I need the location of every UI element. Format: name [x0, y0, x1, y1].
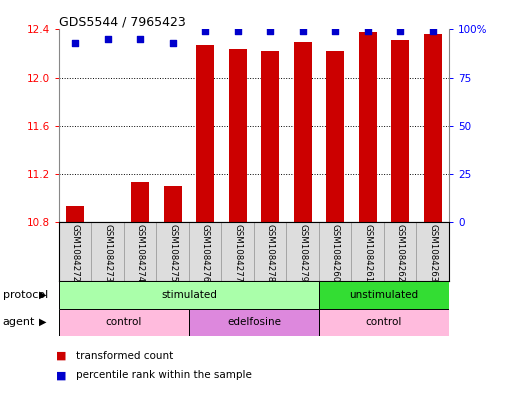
- Bar: [319, 222, 351, 281]
- Bar: [319, 281, 449, 309]
- Text: control: control: [106, 317, 142, 327]
- Bar: [424, 34, 442, 222]
- Text: ▶: ▶: [39, 290, 46, 300]
- Point: [104, 36, 112, 42]
- Text: GSM1084277: GSM1084277: [233, 224, 242, 282]
- Point: [266, 28, 274, 35]
- Point: [136, 36, 144, 42]
- Bar: [359, 32, 377, 222]
- Text: edelfosine: edelfosine: [227, 317, 281, 327]
- Bar: [124, 222, 156, 281]
- Point: [428, 28, 437, 35]
- Text: GSM1084273: GSM1084273: [103, 224, 112, 282]
- Point: [233, 28, 242, 35]
- Point: [201, 28, 209, 35]
- Point: [299, 28, 307, 35]
- Text: GSM1084274: GSM1084274: [136, 224, 145, 282]
- Bar: [417, 222, 449, 281]
- Text: GSM1084279: GSM1084279: [298, 224, 307, 282]
- Text: ▶: ▶: [39, 317, 46, 327]
- Point: [364, 28, 372, 35]
- Point: [396, 28, 404, 35]
- Bar: [294, 42, 311, 222]
- Text: percentile rank within the sample: percentile rank within the sample: [76, 370, 252, 380]
- Text: GSM1084262: GSM1084262: [396, 224, 405, 282]
- Bar: [261, 51, 279, 222]
- Bar: [326, 51, 344, 222]
- Text: GSM1084278: GSM1084278: [266, 224, 274, 282]
- Text: ■: ■: [56, 351, 67, 361]
- Text: ■: ■: [56, 370, 67, 380]
- Text: unstimulated: unstimulated: [349, 290, 419, 300]
- Bar: [131, 182, 149, 222]
- Point: [71, 40, 80, 46]
- Bar: [189, 309, 319, 336]
- Bar: [391, 40, 409, 222]
- Text: stimulated: stimulated: [161, 290, 217, 300]
- Point: [331, 28, 339, 35]
- Bar: [351, 222, 384, 281]
- Text: transformed count: transformed count: [76, 351, 173, 361]
- Bar: [59, 309, 189, 336]
- Text: agent: agent: [3, 317, 35, 327]
- Bar: [319, 309, 449, 336]
- Bar: [286, 222, 319, 281]
- Text: protocol: protocol: [3, 290, 48, 300]
- Point: [169, 40, 177, 46]
- Bar: [189, 222, 222, 281]
- Bar: [229, 49, 247, 222]
- Text: GSM1084275: GSM1084275: [168, 224, 177, 282]
- Text: GSM1084272: GSM1084272: [71, 224, 80, 282]
- Bar: [156, 222, 189, 281]
- Bar: [91, 222, 124, 281]
- Text: GSM1084276: GSM1084276: [201, 224, 210, 282]
- Text: GSM1084260: GSM1084260: [331, 224, 340, 282]
- Bar: [196, 45, 214, 222]
- Text: GSM1084263: GSM1084263: [428, 224, 437, 282]
- Bar: [384, 222, 417, 281]
- Bar: [222, 222, 254, 281]
- Bar: [59, 222, 91, 281]
- Bar: [59, 281, 319, 309]
- Bar: [66, 206, 84, 222]
- Bar: [164, 186, 182, 222]
- Bar: [254, 222, 286, 281]
- Text: control: control: [366, 317, 402, 327]
- Text: GSM1084261: GSM1084261: [363, 224, 372, 282]
- Text: GDS5544 / 7965423: GDS5544 / 7965423: [59, 15, 186, 28]
